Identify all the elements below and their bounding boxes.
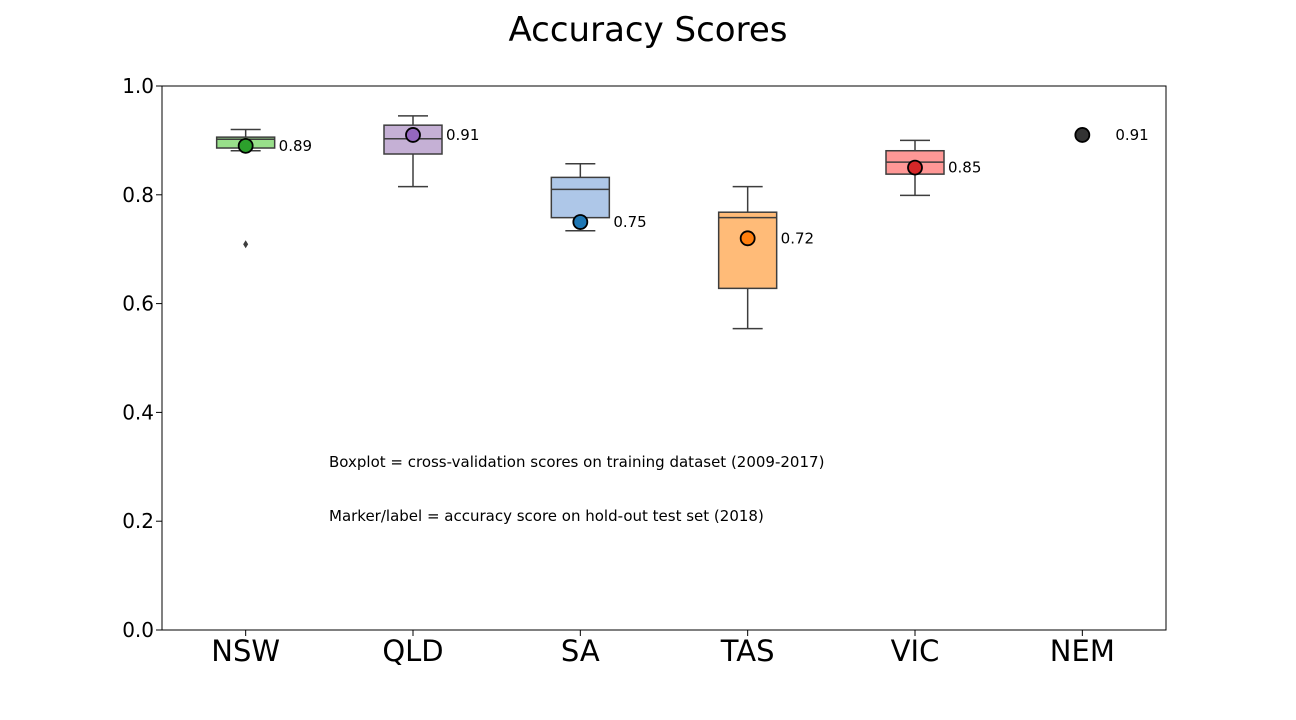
test-score-label-nsw: 0.89 — [279, 137, 312, 155]
plot-frame — [161, 85, 1167, 631]
test-score-marker-vic — [907, 159, 923, 176]
x-tick-label: NSW — [211, 634, 280, 668]
x-axis: NSW QLD SA TAS VIC NEM — [211, 630, 1115, 668]
y-tick-label: 0.2 — [122, 509, 154, 533]
box-body — [717, 211, 778, 290]
y-tick-label: 0.6 — [122, 292, 154, 316]
box-sa — [550, 163, 611, 232]
y-tick-label: 1.0 — [122, 74, 154, 98]
box-body — [550, 176, 611, 219]
y-axis: 0.0 0.2 0.4 0.6 0.8 1.0 — [122, 74, 162, 642]
y-tick-label: 0.4 — [122, 400, 154, 424]
box-qld — [383, 115, 443, 188]
test-score-marker-nsw — [237, 137, 254, 154]
y-tick-label: 0.8 — [122, 183, 154, 207]
test-score-label-sa: 0.75 — [613, 213, 646, 231]
annotation-boxplot: Boxplot = cross-validation scores on tra… — [329, 453, 824, 471]
test-score-marker-nem — [1074, 127, 1091, 143]
test-score-marker-tas — [739, 230, 756, 247]
y-tick-label: 0.0 — [122, 618, 154, 642]
x-tick-label: QLD — [382, 634, 443, 668]
chart-title: Accuracy Scores — [509, 10, 788, 50]
x-tick-label: NEM — [1050, 634, 1115, 668]
x-tick-label: SA — [561, 634, 600, 668]
x-tick-label: VIC — [891, 634, 940, 668]
x-tick-label: TAS — [720, 634, 775, 668]
test-score-label-nem: 0.91 — [1115, 126, 1148, 144]
test-score-marker-qld — [405, 127, 421, 143]
test-score-label-tas: 0.72 — [781, 229, 814, 247]
outlier-point — [243, 240, 249, 249]
test-score-label-vic: 0.85 — [948, 159, 981, 177]
annotation-marker: Marker/label = accuracy score on hold-ou… — [329, 507, 764, 525]
box-tas — [717, 185, 778, 330]
test-score-label-qld: 0.91 — [446, 126, 479, 144]
plot-layer: 0.89 0.91 0.75 0.72 0.85 0.91 — [215, 115, 1149, 330]
test-score-marker-sa — [572, 214, 589, 230]
